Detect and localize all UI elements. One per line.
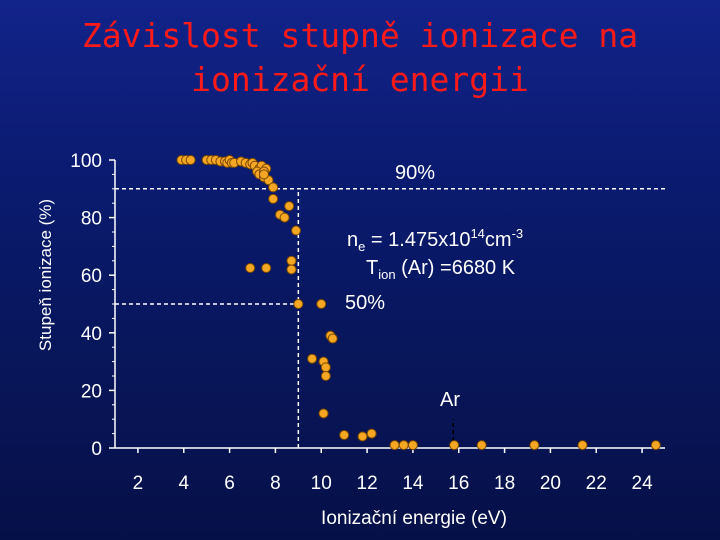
data-point	[407, 440, 418, 451]
data-point	[357, 431, 368, 442]
x-tick-label: 14	[402, 473, 424, 494]
data-point	[389, 440, 400, 451]
data-point	[339, 430, 350, 441]
ne-eq: = 1.475x10	[365, 229, 470, 251]
data-point	[268, 193, 279, 204]
x-tick-label: 12	[357, 473, 378, 494]
x-tick-label: 8	[270, 473, 281, 494]
data-point	[284, 201, 295, 212]
ne-unit-exp: -3	[512, 226, 524, 241]
data-point	[307, 353, 318, 364]
y-tick-label: 0	[91, 439, 102, 460]
x-tick-label: 10	[311, 473, 332, 494]
x-tick-label: 20	[540, 473, 561, 494]
x-tick-label: 2	[133, 473, 144, 494]
data-point	[185, 155, 196, 165]
data-point	[279, 212, 290, 223]
annotation-tion: Tion (Ar) =6680 K	[366, 257, 516, 282]
data-point	[261, 263, 272, 273]
x-tick-label: 22	[586, 473, 607, 494]
data-point	[398, 440, 409, 451]
data-point	[320, 362, 331, 373]
data-point	[293, 299, 304, 309]
y-tick-label: 80	[81, 209, 102, 230]
data-point	[316, 299, 327, 309]
x-tick-label: 24	[632, 473, 654, 494]
annotation-ne: ne = 1.475x1014cm-3	[347, 226, 523, 254]
data-point	[449, 440, 460, 451]
x-tick-label: 18	[494, 473, 515, 494]
data-point	[268, 182, 279, 193]
y-tick-label: 20	[81, 381, 102, 402]
data-point	[286, 255, 297, 266]
y-tick-label: 40	[81, 324, 102, 345]
ne-base: n	[347, 229, 358, 251]
t-base: T	[366, 257, 378, 279]
data-point	[476, 440, 487, 451]
data-point	[366, 428, 377, 439]
chart-labels: Stupeň ionizace (%) Ionizační energie (e…	[36, 162, 523, 529]
data-point	[327, 333, 338, 344]
x-tick-label: 6	[224, 473, 235, 494]
data-point	[291, 225, 302, 236]
data-points	[176, 155, 661, 451]
chart-title: Závislost stupně ionizace na ionizační e…	[0, 14, 720, 102]
data-point	[650, 440, 661, 451]
data-point	[320, 371, 331, 381]
data-point	[286, 264, 297, 275]
reference-lines	[115, 188, 665, 448]
t-rest: (Ar) =6680 K	[396, 257, 516, 279]
data-point	[245, 263, 256, 273]
chart-title-line2: ionizační energii	[191, 60, 529, 99]
annotation-50: 50%	[345, 292, 385, 314]
ne-exp: 14	[470, 226, 484, 241]
ne-unit: cm	[485, 229, 512, 251]
y-tick-label: 100	[70, 151, 102, 172]
annotation-ar: Ar	[440, 389, 460, 411]
x-axis-label: Ionizační energie (eV)	[321, 508, 507, 529]
ne-sub: e	[358, 239, 365, 254]
chart-title-line1: Závislost stupně ionizace na	[81, 16, 639, 55]
data-point	[529, 440, 540, 451]
t-sub: ion	[378, 267, 395, 282]
x-tick-label: 4	[178, 473, 189, 494]
annotation-90: 90%	[395, 162, 435, 184]
data-point	[318, 408, 329, 419]
x-tick-label: 16	[448, 473, 469, 494]
data-point	[577, 440, 588, 451]
data-point	[258, 169, 269, 180]
y-axis-label: Stupeň ionizace (%)	[36, 199, 55, 351]
y-tick-label: 60	[81, 266, 102, 287]
